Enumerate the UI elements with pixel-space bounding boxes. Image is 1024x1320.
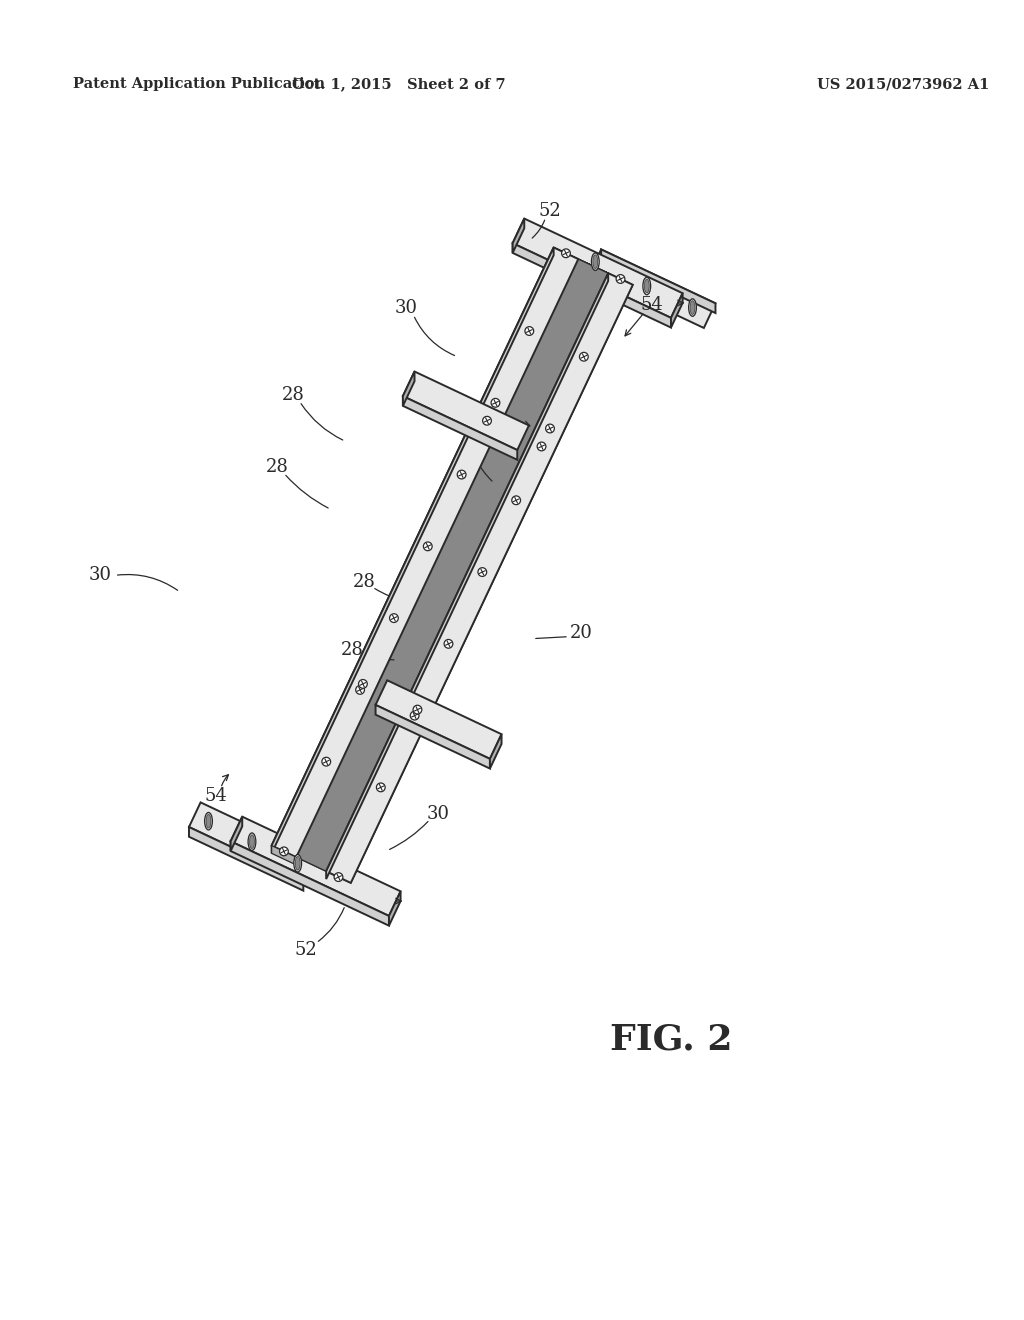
Text: FIG. 2: FIG. 2 — [609, 1022, 732, 1056]
Circle shape — [389, 614, 398, 623]
Polygon shape — [402, 371, 528, 450]
Polygon shape — [513, 219, 524, 253]
Text: Oct. 1, 2015   Sheet 2 of 7: Oct. 1, 2015 Sheet 2 of 7 — [292, 78, 506, 91]
Circle shape — [580, 352, 588, 362]
Circle shape — [423, 543, 432, 550]
Polygon shape — [513, 243, 671, 327]
Polygon shape — [601, 249, 716, 313]
Polygon shape — [271, 247, 633, 883]
Ellipse shape — [688, 298, 696, 317]
Ellipse shape — [295, 857, 300, 870]
Text: 20: 20 — [570, 624, 593, 642]
Polygon shape — [271, 247, 579, 857]
Polygon shape — [327, 273, 633, 883]
Polygon shape — [230, 841, 389, 925]
Ellipse shape — [690, 301, 695, 314]
Text: Patent Application Publication: Patent Application Publication — [73, 78, 325, 91]
Circle shape — [355, 685, 365, 694]
Circle shape — [458, 470, 466, 479]
Circle shape — [334, 873, 343, 882]
Circle shape — [377, 783, 385, 792]
Polygon shape — [513, 219, 683, 318]
Text: 28: 28 — [353, 573, 376, 591]
Ellipse shape — [250, 834, 254, 849]
Ellipse shape — [205, 812, 212, 830]
Polygon shape — [189, 803, 315, 880]
Circle shape — [444, 639, 453, 648]
Polygon shape — [189, 828, 303, 891]
Polygon shape — [376, 680, 502, 759]
Text: 54: 54 — [640, 296, 663, 314]
Ellipse shape — [248, 833, 256, 850]
Polygon shape — [271, 247, 633, 883]
Polygon shape — [402, 371, 415, 405]
Ellipse shape — [643, 277, 650, 294]
Text: US 2015/0273962 A1: US 2015/0273962 A1 — [817, 78, 989, 91]
Text: 28: 28 — [341, 642, 364, 659]
Polygon shape — [230, 817, 400, 916]
Text: 52: 52 — [295, 941, 317, 958]
Polygon shape — [389, 891, 400, 925]
Text: 28: 28 — [283, 387, 305, 404]
Text: 54: 54 — [205, 787, 227, 805]
Circle shape — [322, 758, 331, 766]
Circle shape — [546, 424, 554, 433]
Circle shape — [525, 326, 534, 335]
Ellipse shape — [294, 854, 302, 873]
Ellipse shape — [644, 280, 649, 293]
Polygon shape — [402, 396, 517, 459]
Polygon shape — [376, 705, 489, 768]
Circle shape — [482, 416, 492, 425]
Text: 30: 30 — [463, 440, 486, 457]
Polygon shape — [271, 247, 554, 853]
Polygon shape — [671, 293, 683, 327]
Ellipse shape — [592, 253, 599, 271]
Polygon shape — [590, 249, 716, 327]
Text: 30: 30 — [426, 805, 450, 822]
Circle shape — [512, 496, 520, 504]
Circle shape — [561, 249, 570, 257]
Circle shape — [280, 847, 289, 855]
Circle shape — [413, 705, 422, 714]
Ellipse shape — [206, 814, 211, 828]
Polygon shape — [230, 817, 243, 851]
Ellipse shape — [593, 255, 598, 268]
Polygon shape — [489, 734, 502, 768]
Polygon shape — [271, 846, 296, 865]
Circle shape — [411, 711, 419, 719]
Text: 28: 28 — [266, 458, 289, 477]
Circle shape — [616, 275, 625, 284]
Text: 30: 30 — [395, 298, 418, 317]
Circle shape — [478, 568, 486, 577]
Circle shape — [358, 680, 368, 688]
Text: 30: 30 — [89, 566, 112, 585]
Text: 52: 52 — [538, 202, 561, 219]
Polygon shape — [327, 273, 608, 879]
Circle shape — [538, 442, 546, 451]
Circle shape — [492, 399, 500, 407]
